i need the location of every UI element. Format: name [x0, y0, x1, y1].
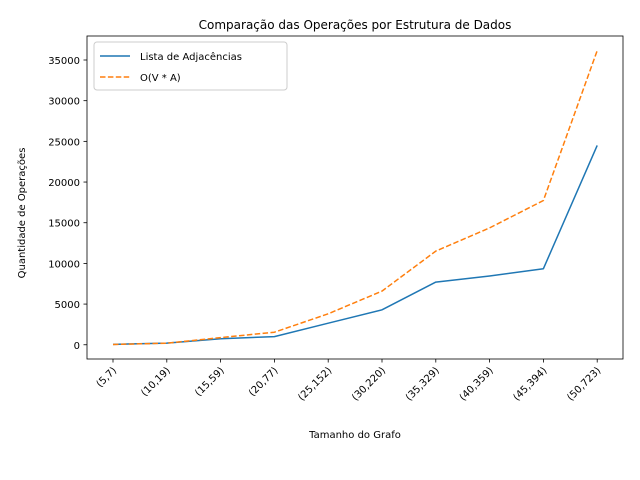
y-tick-label: 5000 [55, 300, 80, 311]
y-tick-label: 0 [74, 341, 80, 352]
series-line-1 [112, 50, 598, 346]
legend-frame [93, 41, 288, 91]
y-tick-label: 25000 [48, 137, 80, 148]
y-tick-label: 10000 [48, 259, 80, 270]
y-axis: 0 5000 10000 15000 20000 25000 30000 35000 [48, 56, 87, 352]
y-tick-label: 15000 [48, 219, 80, 230]
x-axis-title: Tamanho do Grafo [308, 430, 401, 441]
plot-frame [86, 35, 624, 360]
y-tick-label: 35000 [48, 56, 80, 67]
legend: Lista de Adjacências O(V * A) [93, 41, 288, 91]
y-tick-label: 20000 [48, 178, 80, 189]
legend-label-lista: Lista de Adjacências [140, 51, 242, 63]
y-tick-label: 30000 [48, 97, 80, 108]
chart-title: Comparação das Operações por Estrutura d… [199, 18, 512, 32]
legend-label-complexity: O(V * A) [140, 73, 181, 84]
series-layer [112, 50, 598, 346]
y-axis-title: Quantidade de Operações [17, 148, 28, 279]
